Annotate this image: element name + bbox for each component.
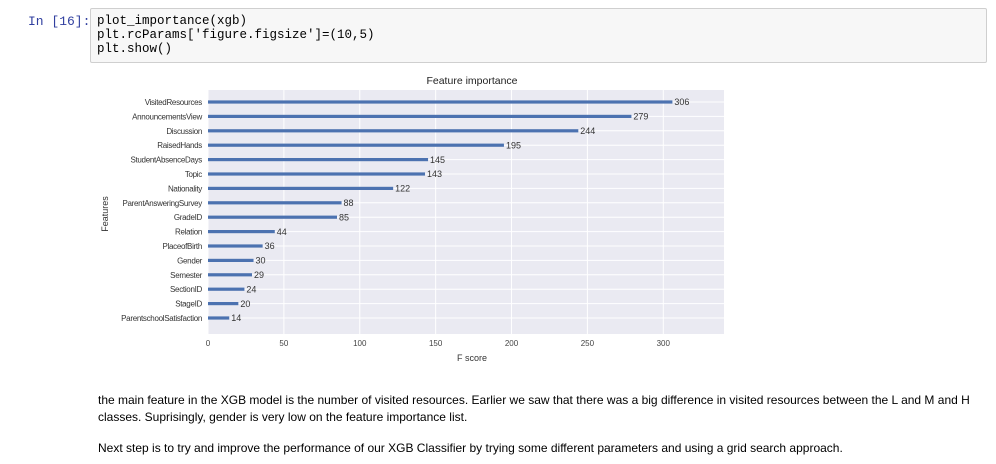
x-tick-label: 300 [657, 339, 671, 348]
y-tick-label: AnnouncementsView [132, 112, 202, 121]
code-cell[interactable]: plot_importance(xgb) plt.rcParams['figur… [90, 8, 987, 63]
x-tick-label: 0 [206, 339, 211, 348]
bar [208, 201, 342, 205]
bar [208, 316, 230, 320]
bar-value-label: 85 [339, 212, 349, 222]
y-tick-label: VisitedResources [145, 98, 203, 107]
bar-value-label: 36 [265, 241, 275, 251]
bar [208, 158, 429, 162]
bar-value-label: 44 [277, 227, 287, 237]
bar [208, 100, 673, 104]
cell-prompt: In [16]: [28, 14, 91, 29]
bar-value-label: 145 [430, 155, 445, 165]
x-tick-label: 150 [429, 339, 443, 348]
y-tick-label: StudentAbsenceDays [130, 156, 202, 165]
feature-importance-chart: 306279244195145143122888544363029242014 … [100, 75, 724, 363]
bar [208, 287, 245, 291]
y-tick-label: Discussion [166, 127, 202, 136]
bar-value-label: 244 [580, 126, 595, 136]
y-tick-label: GradeID [174, 213, 203, 222]
bar [208, 129, 579, 133]
bar-value-label: 88 [344, 198, 354, 208]
y-tick-label: PlaceofBirth [162, 242, 202, 251]
plot-area [208, 90, 724, 334]
y-tick-label: SectionID [170, 285, 203, 294]
y-tick-label: Gender [177, 256, 203, 265]
bar-value-label: 143 [427, 169, 442, 179]
code-line-2: plt.rcParams['figure.figsize']=(10,5) [97, 28, 375, 42]
y-tick-label: Topic [185, 170, 202, 179]
bar-value-label: 24 [246, 284, 256, 294]
y-tick-label: Nationality [168, 184, 202, 193]
y-tick-label: ParentschoolSatisfaction [121, 314, 202, 323]
x-tick-label: 200 [505, 339, 519, 348]
bar [208, 215, 337, 219]
bar [208, 186, 394, 190]
bar [208, 273, 253, 277]
x-axis-label: F score [457, 353, 487, 363]
y-tick-label: Semester [170, 271, 202, 280]
bar [208, 230, 275, 234]
bar-value-label: 14 [231, 313, 241, 323]
bar [208, 258, 254, 262]
cell-output: 306 279 244 195 145 143 122 88 85 44 36 30 29 24 20 14 … [96, 72, 736, 372]
y-tick-label: Relation [175, 228, 202, 237]
bar-value-label: 30 [256, 256, 266, 266]
y-tick-label: StageID [175, 300, 202, 309]
bar [208, 143, 504, 147]
code-line-1: plot_importance(xgb) [97, 14, 248, 28]
bar [208, 244, 263, 248]
bar-value-label: 279 [633, 112, 648, 122]
bar-value-label: 306 [674, 97, 689, 107]
bar [208, 172, 426, 176]
bar [208, 114, 632, 118]
x-tick-label: 250 [581, 339, 595, 348]
bar-value-label: 195 [506, 140, 521, 150]
markdown-paragraph-1: the main feature in the XGB model is the… [98, 393, 970, 424]
y-axis-label: Features [100, 196, 110, 232]
x-tick-label: 100 [353, 339, 367, 348]
y-tick-label: ParentAnsweringSurvey [122, 199, 202, 208]
bar [208, 302, 239, 306]
bar-value-label: 29 [254, 270, 264, 280]
bar-value-label: 122 [395, 184, 410, 194]
code-editor[interactable]: plot_importance(xgb) plt.rcParams['figur… [91, 9, 986, 56]
bar-value-label: 20 [240, 299, 250, 309]
markdown-paragraph-2: Next step is to try and improve the perf… [98, 441, 843, 455]
x-tick-label: 50 [279, 339, 288, 348]
y-tick-label: RaisedHands [157, 141, 202, 150]
code-line-3: plt.show() [97, 42, 173, 56]
chart-title: Feature importance [426, 75, 517, 87]
